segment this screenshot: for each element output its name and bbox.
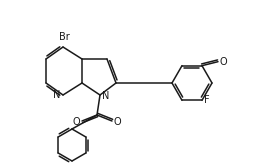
Text: O: O (114, 117, 122, 127)
Text: O: O (72, 117, 80, 127)
Text: N: N (53, 90, 60, 100)
Text: Br: Br (59, 32, 69, 42)
Text: N: N (102, 91, 109, 101)
Text: F: F (204, 95, 210, 105)
Text: O: O (220, 57, 228, 67)
